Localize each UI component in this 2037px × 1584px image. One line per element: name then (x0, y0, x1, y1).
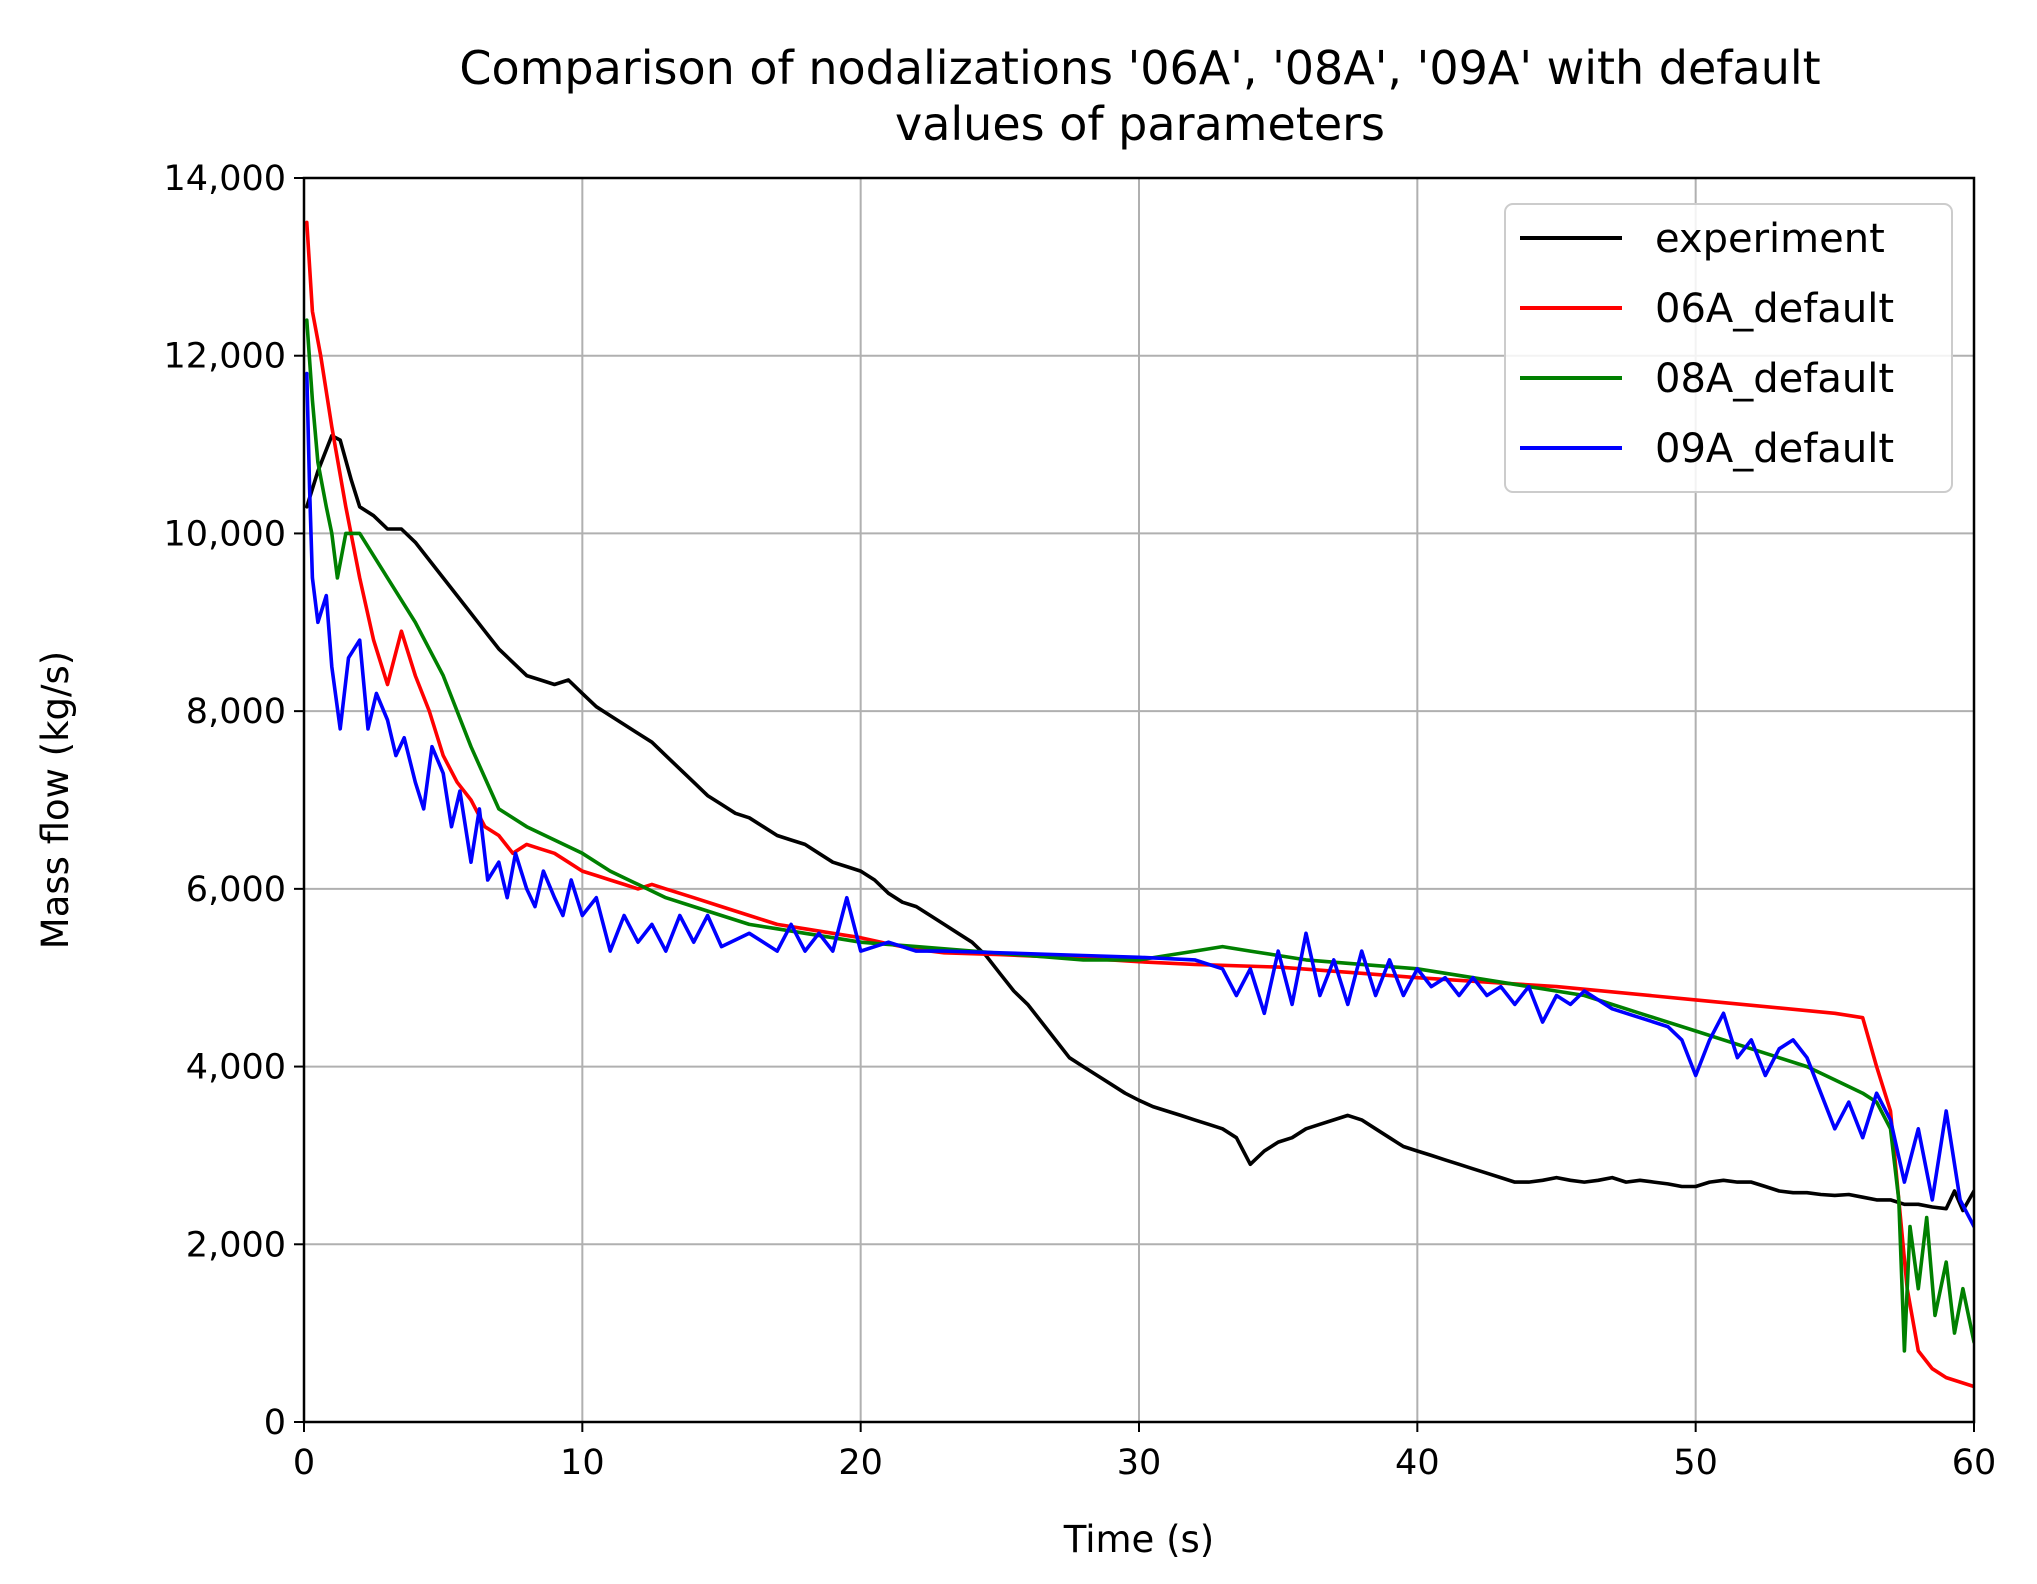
series-line-experiment (304, 433, 1974, 1213)
legend-label-experiment: experiment (1655, 216, 1885, 262)
x-tick-label: 20 (838, 1443, 883, 1483)
chart-title-line-1: Comparison of nodalizations '06A', '08A'… (459, 41, 1820, 95)
series-line-08a-default (304, 318, 1974, 1353)
x-tick-label: 50 (1673, 1443, 1718, 1483)
y-tick-label: 6,000 (186, 870, 286, 910)
y-tick-label: 10,000 (164, 514, 286, 554)
plot-series (304, 220, 1974, 1389)
x-tick-label: 40 (1395, 1443, 1440, 1483)
y-axis-label: Mass flow (kg/s) (34, 651, 77, 949)
y-tick-label: 2,000 (186, 1225, 286, 1265)
legend: experiment 06A_default 08A_default 09A_d… (1504, 203, 1953, 493)
y-tick-label: 4,000 (186, 1048, 286, 1088)
x-tick-label: 0 (293, 1443, 315, 1483)
legend-label-08a-default: 08A_default (1655, 356, 1894, 402)
y-tick-label: 14,000 (164, 159, 286, 199)
chart-title-line-2: values of parameters (895, 97, 1385, 151)
x-axis-label: Time (s) (1063, 1518, 1214, 1561)
x-tick-label: 60 (1952, 1443, 1997, 1483)
series-line-06a-default (304, 220, 1974, 1389)
y-tick-label: 12,000 (164, 337, 286, 377)
x-tick-label: 30 (1117, 1443, 1162, 1483)
legend-box (1504, 203, 1953, 493)
legend-label-06a-default: 06A_default (1655, 286, 1894, 332)
x-tick-label: 10 (560, 1443, 605, 1483)
legend-label-09a-default: 09A_default (1655, 426, 1894, 472)
axis-ticks: 0 10 20 30 40 50 60 0 2,000 4,000 6,000 8,000 10,000… (164, 159, 1997, 1483)
y-tick-label: 8,000 (186, 692, 286, 732)
y-tick-label: 0 (264, 1403, 286, 1443)
series-line-09a-default (304, 371, 1974, 1229)
